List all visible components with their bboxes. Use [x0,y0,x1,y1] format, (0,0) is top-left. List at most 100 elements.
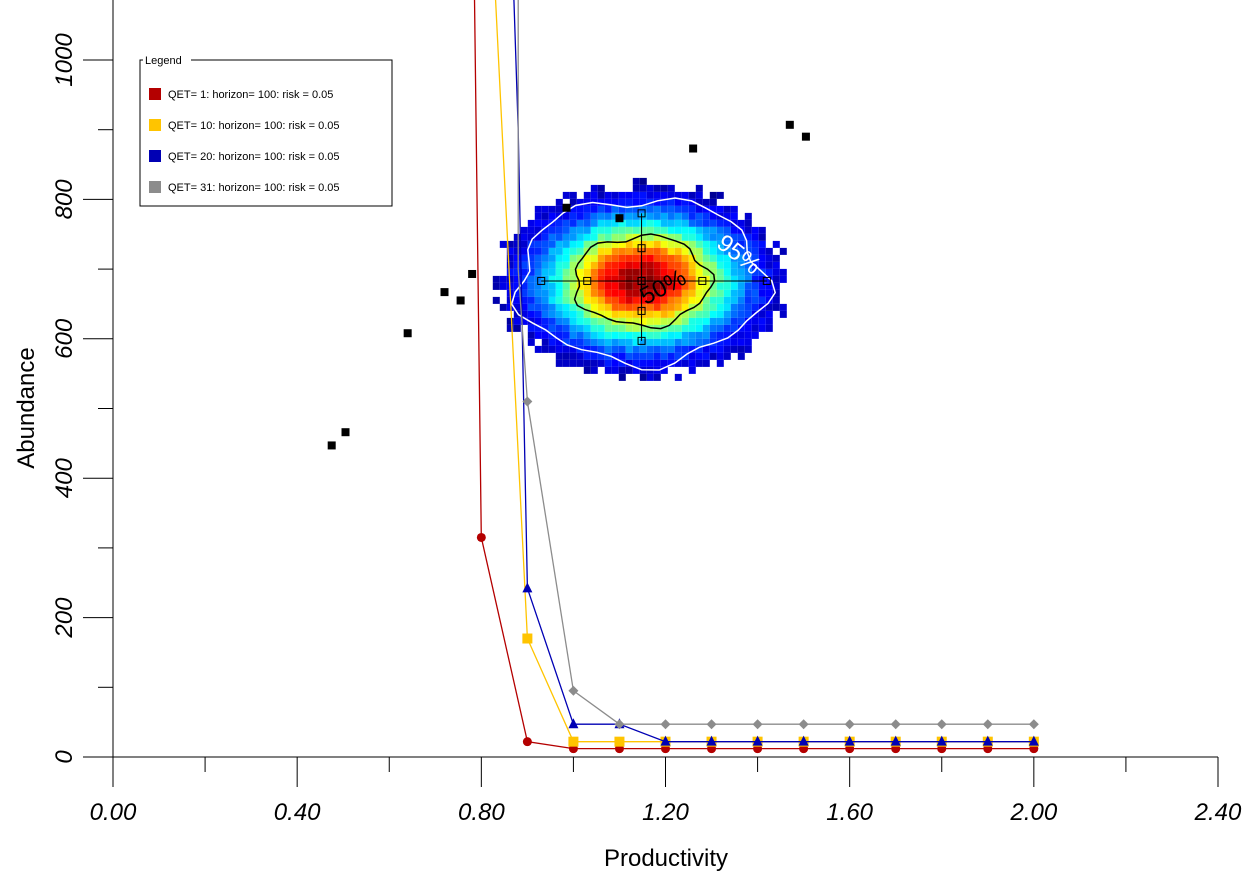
density-cell [597,289,605,297]
density-cell [562,296,570,304]
density-cell [660,359,668,367]
density-cell [695,219,703,227]
density-cell [674,254,682,262]
density-cell [590,226,598,234]
density-cell [702,303,710,311]
density-cell [583,240,591,248]
density-cell [555,282,563,290]
density-cell [702,261,710,269]
density-cell [583,282,591,290]
density-cell [667,352,675,360]
density-cell [667,240,675,248]
density-cell [646,310,654,318]
density-cell [590,184,598,192]
density-cell [758,324,766,332]
density-cell [716,296,724,304]
density-cell [737,261,745,269]
density-cell [772,282,780,290]
density-cell [555,289,563,297]
density-cell [779,310,787,318]
density-cell [583,338,591,346]
density-cell [681,212,689,220]
density-cell [499,275,507,283]
density-cell [541,282,549,290]
density-cell [597,191,605,199]
density-cell [625,331,633,339]
density-cell [604,317,612,325]
density-cell [639,254,647,262]
density-cell [611,226,619,234]
density-cell [660,352,668,360]
density-cell [723,240,731,248]
density-cell [555,233,563,241]
density-cell [716,303,724,311]
density-cell [772,261,780,269]
density-cell [716,289,724,297]
density-cell [688,352,696,360]
density-cell [660,324,668,332]
density-cell [744,240,752,248]
density-cell [716,233,724,241]
density-cell [765,324,773,332]
density-cell [513,261,521,269]
density-cell [555,219,563,227]
density-cell [618,303,626,311]
density-cell [751,226,759,234]
density-cell [681,247,689,255]
density-cell [611,261,619,269]
density-cell [674,261,682,269]
density-cell [660,261,668,269]
density-cell [548,226,556,234]
density-cell [597,282,605,290]
density-cell [576,275,584,283]
density-cell [681,226,689,234]
density-cell [569,219,577,227]
density-cell [653,198,661,206]
density-cell [562,317,570,325]
density-cell [674,303,682,311]
density-cell [653,191,661,199]
density-cell [604,212,612,220]
density-cell [695,191,703,199]
density-cell [555,247,563,255]
density-cell [667,212,675,220]
density-cell [660,254,668,262]
density-cell [716,205,724,213]
density-cell [541,226,549,234]
density-cell [723,289,731,297]
density-cell [639,191,647,199]
density-cell [646,338,654,346]
density-cell [541,268,549,276]
density-cell [723,254,731,262]
observed-point [562,203,571,212]
density-cell [562,324,570,332]
density-cell [674,233,682,241]
density-cell [583,198,591,206]
density-cell [618,359,626,367]
density-cell [632,226,640,234]
density-cell [520,296,528,304]
density-cell [660,282,668,290]
density-cell [667,226,675,234]
density-cell [667,205,675,213]
density-cell [548,310,556,318]
density-cell [709,345,717,353]
density-cell [611,191,619,199]
density-cell [555,345,563,353]
density-cell [569,282,577,290]
density-cell [548,254,556,262]
observed-point [456,296,465,305]
density-cell [751,317,759,325]
density-cell [541,261,549,269]
density-cell [695,352,703,360]
density-cell [674,268,682,276]
density-cell [709,310,717,318]
density-cell [555,254,563,262]
density-cell [639,289,647,297]
density-cell [723,226,731,234]
density-cell [646,345,654,353]
density-cell [527,268,535,276]
density-cell [520,289,528,297]
density-cell [569,275,577,283]
density-cell [604,226,612,234]
